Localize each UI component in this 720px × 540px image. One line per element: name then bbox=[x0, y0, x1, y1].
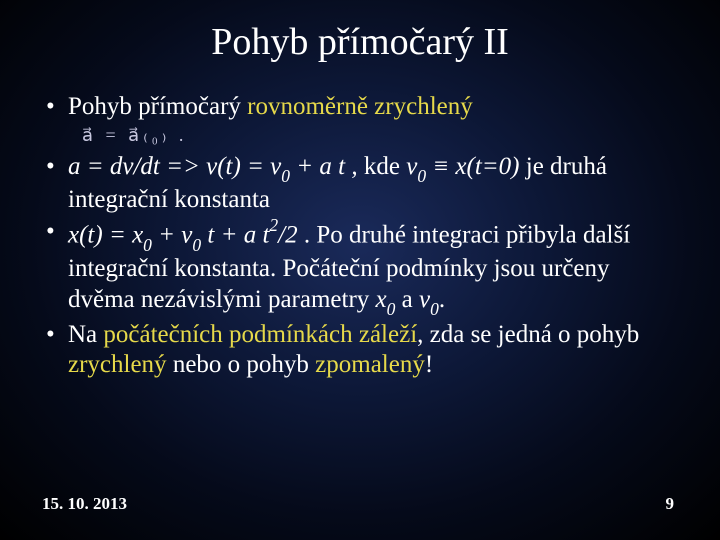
text-segment: 0 bbox=[387, 299, 396, 319]
slide-title: Pohyb přímočarý II bbox=[40, 20, 680, 64]
text-segment: v bbox=[406, 153, 417, 180]
text-segment: . bbox=[439, 286, 445, 313]
text-segment: x bbox=[376, 286, 387, 313]
text-segment: a bbox=[395, 286, 419, 313]
text-segment: zpomalený bbox=[315, 351, 425, 378]
bullet-item: Na počátečních podmínkách záleží, zda se… bbox=[40, 320, 680, 381]
text-segment: Pohyb přímočarý bbox=[68, 93, 247, 120]
footer-page: 9 bbox=[666, 494, 675, 514]
text-segment: počátečních podmínkách záleží bbox=[103, 321, 417, 348]
text-segment: Na bbox=[68, 321, 103, 348]
text-segment: 0 bbox=[430, 299, 439, 319]
text-segment: a = dv/dt => v(t) = v bbox=[68, 153, 281, 180]
text-segment: 0 bbox=[143, 235, 152, 255]
slide-content: Pohyb přímočarý rovnoměrně zrychlenýa⃗ =… bbox=[40, 92, 680, 494]
text-segment: ≡ x(t=0) bbox=[426, 153, 519, 180]
bullet-item: Pohyb přímočarý rovnoměrně zrychlený bbox=[40, 92, 680, 123]
text-segment: x(t) = x bbox=[68, 222, 143, 249]
text-segment: 2 bbox=[269, 215, 278, 235]
text-segment: v bbox=[419, 286, 430, 313]
text-segment: kde bbox=[358, 153, 407, 180]
bullet-item: x(t) = x0 + v0 t + a t2/2 . Po druhé int… bbox=[40, 217, 680, 318]
text-segment: ! bbox=[425, 351, 433, 378]
slide-footer: 15. 10. 2013 9 bbox=[40, 494, 680, 520]
text-segment: rovnoměrně zrychlený bbox=[247, 93, 473, 120]
text-segment: + a t , bbox=[290, 153, 358, 180]
text-segment: 0 bbox=[192, 235, 201, 255]
text-segment: zrychlený bbox=[68, 351, 167, 378]
text-segment: , zda se jedná o pohyb bbox=[417, 321, 639, 348]
slide: Pohyb přímočarý II Pohyb přímočarý rovno… bbox=[0, 0, 720, 540]
bullet-list: Pohyb přímočarý rovnoměrně zrychlenýa⃗ =… bbox=[40, 92, 680, 381]
text-segment: + v bbox=[152, 222, 192, 249]
text-segment: t + a t bbox=[201, 222, 269, 249]
equation-line: a⃗ = a⃗₍₀₎ . bbox=[40, 125, 680, 146]
bullet-item: a = dv/dt => v(t) = v0 + a t , kde v0 ≡ … bbox=[40, 152, 680, 216]
text-segment: 0 bbox=[281, 166, 290, 186]
text-segment: 0 bbox=[417, 166, 426, 186]
text-segment: /2 bbox=[278, 222, 297, 249]
text-segment: nebo o pohyb bbox=[167, 351, 316, 378]
footer-date: 15. 10. 2013 bbox=[42, 494, 127, 514]
